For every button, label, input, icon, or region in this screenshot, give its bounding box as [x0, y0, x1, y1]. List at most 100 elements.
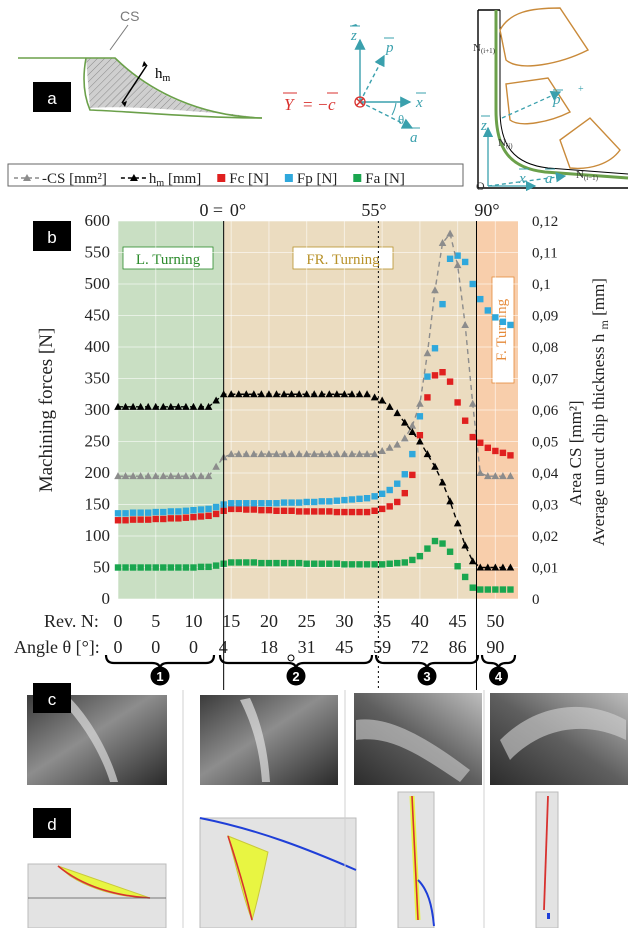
series-point-h: [310, 390, 319, 398]
panel-b-box: [33, 221, 71, 251]
panel-d-box: [33, 808, 71, 838]
series-point-fpn: [288, 499, 295, 506]
x-tick-label: 15: [222, 611, 240, 631]
tool-vec-x-label: x: [518, 171, 526, 187]
legend-item-1-marker: [23, 174, 31, 181]
series-point-fcn: [378, 505, 386, 513]
series-point-fcn: [175, 515, 182, 522]
series-point-fan: [492, 586, 499, 593]
series-point-fcn: [454, 399, 461, 406]
stage-number-3: 3: [423, 669, 430, 684]
y2-tick-label: 0,04: [532, 466, 559, 482]
series-point-fpn: [160, 508, 167, 516]
y2-tick-label: 0,09: [532, 309, 558, 325]
series-point-csmm: [265, 450, 273, 458]
series-point-fpn: [197, 506, 205, 513]
series-point-fcn: [273, 507, 280, 514]
y2-tick-label: 0,06: [532, 403, 559, 419]
y2-tick-label: 0,05: [532, 435, 558, 451]
y-tick-label: 0: [102, 589, 111, 608]
series-point-fcn: [144, 516, 152, 523]
series-point-h: [144, 402, 152, 410]
cs-leader-line: [109, 24, 129, 51]
series-point-fcn: [288, 507, 295, 514]
series-point-fan: [469, 584, 476, 591]
series-point-h: [265, 390, 273, 398]
series-point-csmm: [167, 472, 175, 480]
series-point-h: [468, 557, 477, 565]
series-point-fcn: [363, 508, 371, 516]
legend-item-5-marker: [353, 174, 362, 182]
series-point-fan: [197, 563, 205, 571]
series-point-fan: [303, 560, 310, 567]
x-tick-label: 40: [411, 611, 429, 631]
series-point-h: [317, 390, 326, 398]
series-point-csmm: [136, 472, 145, 480]
series-point-fan: [461, 573, 469, 581]
series-point-fcn: [258, 506, 265, 514]
angle-tick-label: 0: [114, 637, 123, 657]
series-point-h: [355, 390, 364, 398]
legend-item-2-marker: [129, 174, 138, 181]
series-point-csmm: [355, 450, 364, 458]
top-angle-eq: =: [213, 200, 223, 220]
y-tick-label: 400: [85, 337, 111, 356]
series-point-h: [385, 402, 394, 410]
series-point-csmm: [310, 450, 319, 458]
series-point-fpn: [243, 500, 250, 507]
series-point-csmm: [416, 399, 424, 407]
x-tick-label: 20: [260, 611, 278, 631]
series-point-csmm: [250, 450, 258, 458]
series-point-fpn: [137, 509, 144, 516]
series-point-csmm: [287, 450, 296, 458]
series-point-fpn: [409, 450, 416, 458]
legend-item-2-label: hm [mm]: [149, 171, 201, 189]
legend-item-3-marker: [217, 174, 226, 182]
series-point-csmm: [182, 472, 190, 480]
series-point-csmm: [144, 472, 152, 480]
zone-label-2: FR. Turning: [306, 252, 380, 268]
series-point-csmm: [484, 472, 492, 480]
y-tick-label: 50: [93, 558, 110, 577]
series-point-csmm: [257, 450, 266, 458]
series-point-h: [348, 390, 356, 398]
zone-label-3: F. Turning: [494, 298, 510, 361]
stage-number-4: 4: [495, 669, 503, 684]
series-point-fcn: [333, 508, 341, 516]
series-point-fpn: [144, 509, 152, 516]
series-point-csmm: [159, 472, 168, 480]
zone-label-1: L. Turning: [136, 252, 201, 268]
series-point-fcn: [477, 439, 484, 446]
series-point-fpn: [333, 497, 341, 504]
angle-tick-label: 45: [335, 637, 353, 657]
y2-tick-label: 0,1: [532, 277, 551, 293]
series-point-csmm: [348, 450, 356, 458]
node-bot-label: N(i−1): [576, 169, 599, 182]
y2-tick-label: 0,12: [532, 214, 558, 230]
series-point-fpn: [326, 498, 333, 505]
series-point-fan: [273, 559, 280, 567]
series-point-fpn: [469, 280, 476, 288]
series-point-csmm: [461, 320, 469, 328]
zone-label-box-3: [491, 276, 515, 384]
series-point-fpn: [258, 500, 265, 507]
series-point-fcn: [341, 508, 348, 516]
series-point-csmm: [174, 472, 183, 480]
series-point-h: [234, 390, 243, 398]
series-point-fan: [409, 556, 416, 564]
series-point-fan: [311, 560, 318, 567]
top-angle-label: 55°: [361, 200, 386, 220]
series-point-fcn: [416, 432, 424, 439]
series-point-fcn: [235, 505, 242, 513]
series-point-h: [174, 402, 183, 410]
series-point-fpn: [129, 509, 137, 516]
series-point-h: [370, 393, 379, 401]
series-point-fcn: [197, 513, 205, 520]
series-point-fan: [363, 561, 371, 568]
series-point-fan: [507, 586, 514, 593]
legend-item-4-marker: [284, 174, 293, 182]
legend-item-4-label: Fp [N]: [297, 171, 337, 187]
series-point-fcn: [499, 449, 507, 457]
series-point-fpn: [182, 507, 190, 514]
